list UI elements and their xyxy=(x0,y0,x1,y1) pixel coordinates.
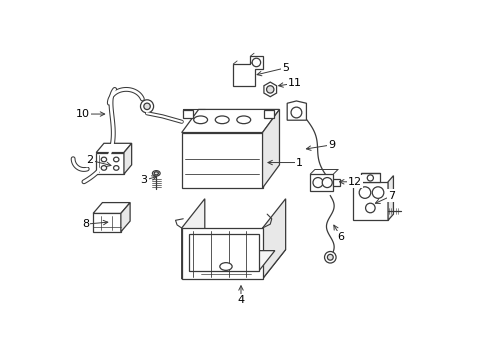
Circle shape xyxy=(266,86,273,93)
Text: 10: 10 xyxy=(75,109,89,119)
Ellipse shape xyxy=(101,166,106,170)
Polygon shape xyxy=(182,228,262,279)
Polygon shape xyxy=(310,174,333,191)
Polygon shape xyxy=(182,249,285,279)
Text: 2: 2 xyxy=(86,155,93,165)
Ellipse shape xyxy=(193,116,207,124)
Text: 1: 1 xyxy=(295,158,303,167)
Circle shape xyxy=(322,177,331,188)
Polygon shape xyxy=(360,172,380,182)
Text: 6: 6 xyxy=(337,232,344,242)
Polygon shape xyxy=(182,199,204,279)
Ellipse shape xyxy=(113,166,119,170)
Polygon shape xyxy=(233,56,262,86)
Ellipse shape xyxy=(101,157,106,162)
Polygon shape xyxy=(96,153,123,174)
Text: 11: 11 xyxy=(287,78,301,88)
Polygon shape xyxy=(121,203,130,232)
Polygon shape xyxy=(189,234,258,271)
Polygon shape xyxy=(353,182,387,220)
Circle shape xyxy=(326,254,332,260)
Polygon shape xyxy=(182,132,262,188)
Polygon shape xyxy=(264,82,276,97)
Ellipse shape xyxy=(113,157,119,162)
Bar xyxy=(183,110,193,118)
Circle shape xyxy=(312,177,323,188)
Ellipse shape xyxy=(236,116,250,124)
Polygon shape xyxy=(286,101,306,120)
Polygon shape xyxy=(189,251,274,271)
Text: 4: 4 xyxy=(237,295,244,305)
Ellipse shape xyxy=(154,172,158,175)
Circle shape xyxy=(143,103,150,109)
Text: 9: 9 xyxy=(327,140,335,150)
Text: 5: 5 xyxy=(282,63,288,73)
Text: 3: 3 xyxy=(140,175,147,185)
Polygon shape xyxy=(262,199,285,279)
Ellipse shape xyxy=(220,263,232,270)
Circle shape xyxy=(366,175,373,181)
Circle shape xyxy=(371,187,383,198)
Circle shape xyxy=(365,203,374,213)
Polygon shape xyxy=(333,179,339,186)
Ellipse shape xyxy=(152,171,160,176)
Polygon shape xyxy=(182,109,279,132)
Polygon shape xyxy=(93,213,121,232)
Polygon shape xyxy=(93,203,130,213)
Circle shape xyxy=(290,107,301,118)
Polygon shape xyxy=(123,143,131,174)
Circle shape xyxy=(252,58,260,67)
Text: 7: 7 xyxy=(387,191,395,201)
Polygon shape xyxy=(96,143,131,153)
Bar xyxy=(264,110,274,118)
Circle shape xyxy=(324,252,335,263)
Text: 12: 12 xyxy=(347,177,361,187)
Circle shape xyxy=(140,100,153,113)
Polygon shape xyxy=(387,176,393,220)
Polygon shape xyxy=(262,109,279,188)
Text: 8: 8 xyxy=(81,219,89,229)
Circle shape xyxy=(359,187,370,198)
Ellipse shape xyxy=(215,116,229,124)
